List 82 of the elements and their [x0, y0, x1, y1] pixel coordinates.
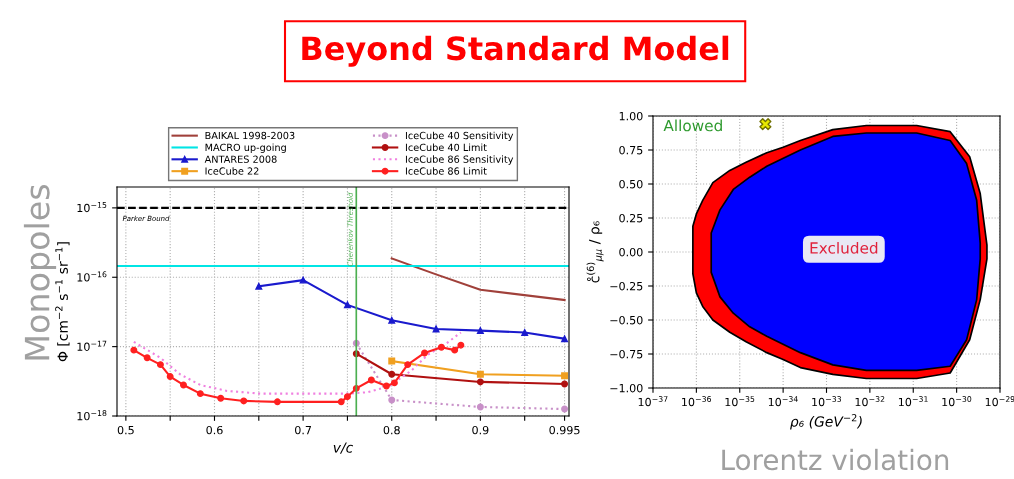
y-tick-label: 10$^{−15}$ [77, 202, 107, 213]
point [166, 373, 174, 381]
y-tick-label: 10$^{−16}$ [77, 271, 107, 282]
point [196, 390, 204, 398]
x-tick-label: 10$^{−32}$ [855, 396, 885, 407]
x-tick-label: 0.8 [383, 425, 400, 435]
point [404, 361, 412, 369]
legend-label: BAIKAL 1998-2003 [205, 131, 295, 140]
point [437, 343, 445, 351]
point [343, 301, 351, 309]
y-tick-label: −0.25 [610, 281, 643, 291]
y-axis-title: Φ [cm$^{−2}$ s$^{−1}$ sr$^{−1}$] [55, 242, 70, 362]
x-tick-label: 10$^{−37}$ [638, 396, 668, 407]
x-tick-label: 10$^{−33}$ [812, 396, 842, 407]
point [343, 393, 351, 401]
point [476, 327, 484, 335]
y-tick-label: 10$^{−17}$ [77, 340, 107, 351]
point [217, 394, 225, 402]
y-tick-label: 1.00 [619, 111, 643, 121]
point [421, 349, 429, 357]
legend-label: ANTARES 2008 [204, 155, 277, 163]
point [457, 341, 465, 349]
x-axis-title: v/c [333, 442, 354, 454]
y-tick-label: 0.75 [619, 145, 643, 155]
point [130, 346, 138, 354]
point [388, 370, 396, 378]
legend-label: IceCube 40 Limit [405, 143, 487, 152]
point [388, 316, 396, 324]
point [476, 370, 484, 378]
annotation: Excluded [810, 241, 878, 254]
point [388, 396, 396, 404]
legend-label: IceCube 86 Limit [405, 167, 487, 175]
legend-label: IceCube 86 Sensitivity [405, 155, 514, 165]
point [337, 398, 345, 406]
x-tick-label: 0.5 [117, 425, 134, 435]
x-tick-label: 10$^{−29}$ [985, 396, 1014, 407]
point [451, 346, 459, 354]
point [476, 378, 484, 386]
y-tick-label: 10$^{−18}$ [77, 410, 107, 421]
point [388, 357, 396, 365]
y-tick-label: −0.75 [610, 349, 643, 359]
x-tick-label: 0.995 [549, 425, 580, 435]
point [240, 397, 248, 405]
point [561, 380, 569, 388]
x-tick-label: 10$^{−34}$ [768, 396, 798, 407]
y-tick-label: −0.50 [610, 315, 643, 325]
x-tick-label: 0.7 [295, 425, 311, 435]
y-tick-label: 0.25 [619, 213, 643, 223]
y-tick-label: −1.00 [610, 383, 643, 393]
text: Monopoles [23, 184, 57, 360]
point [143, 354, 151, 362]
x-tick-label: 0.6 [206, 425, 223, 435]
y-axis-title: c̊$^{(6)}$$_{μμ}$ / ρ₆ [586, 221, 604, 283]
x-tick-label: 0.9 [472, 425, 489, 435]
point [179, 381, 187, 389]
y-tick-label: 0.00 [619, 247, 643, 257]
point [382, 382, 390, 390]
legend-label: MACRO up-going [205, 143, 286, 153]
text: Lorentz violation [722, 448, 949, 471]
x-tick-label: 10$^{−36}$ [682, 396, 712, 407]
x-tick-label: 10$^{−35}$ [725, 396, 755, 407]
line-series [390, 257, 566, 302]
point [476, 403, 484, 411]
x-tick-label: 10$^{−31}$ [898, 396, 928, 407]
point [521, 328, 529, 336]
annotation: Allowed [663, 119, 722, 132]
x-tick-label: 10$^{−30}$ [942, 396, 972, 407]
point [561, 405, 569, 413]
legend-label: IceCube 22 [205, 167, 259, 175]
point [255, 282, 263, 290]
y-tick-label: 0.50 [619, 179, 643, 189]
point [367, 376, 375, 384]
point [299, 276, 307, 284]
text: Beyond Standard Model [302, 35, 729, 67]
point [432, 325, 440, 333]
x-axis-title: ρ₆ (GeV$^{−2}$) [790, 414, 862, 430]
point [561, 372, 569, 380]
legend-label: IceCube 40 Sensitivity [405, 131, 514, 142]
point [273, 398, 281, 406]
point [390, 379, 398, 387]
point [561, 335, 569, 343]
point [156, 361, 164, 369]
